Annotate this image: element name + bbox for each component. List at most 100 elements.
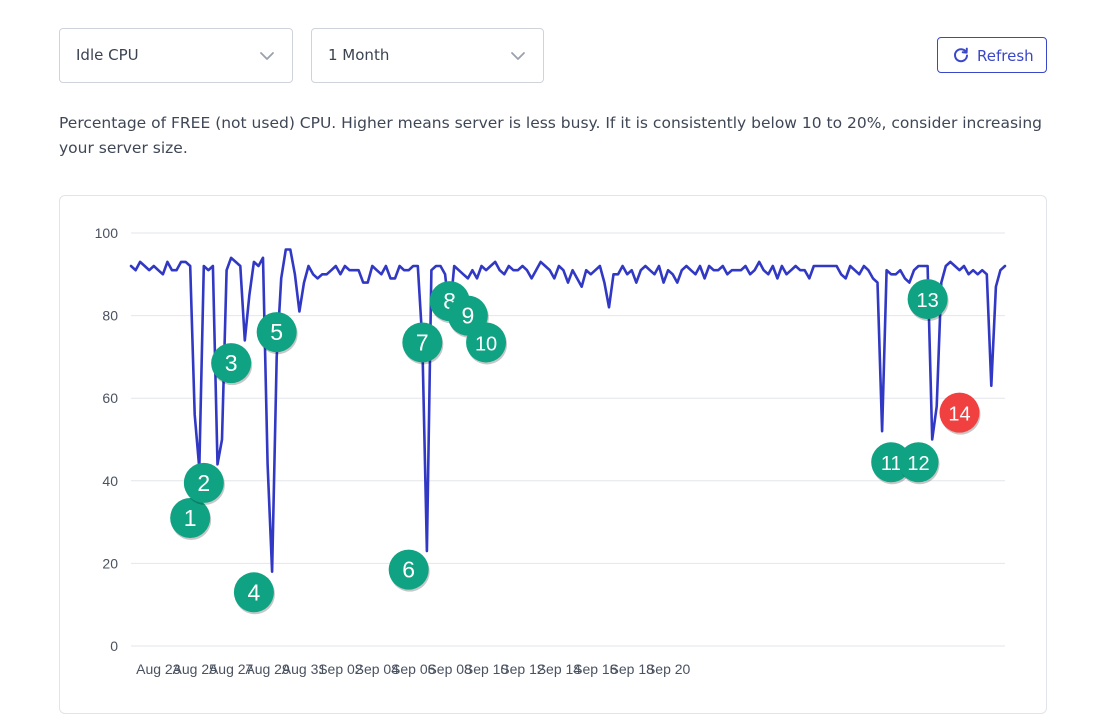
annotation-marker[interactable]: 2 <box>183 462 225 505</box>
data-point <box>219 437 225 443</box>
data-point <box>688 267 694 273</box>
x-tick-label: Sep 06 <box>391 661 436 677</box>
data-point <box>160 271 166 277</box>
annotation-label: 5 <box>270 319 283 345</box>
data-point <box>260 255 266 261</box>
x-tick-label: Sep 20 <box>646 661 691 677</box>
x-tick-label: Aug 27 <box>209 661 254 677</box>
data-point <box>369 263 375 269</box>
annotation-marker[interactable]: 10 <box>466 322 508 365</box>
data-point <box>838 271 844 277</box>
metric-select[interactable]: Idle CPU <box>59 28 293 83</box>
data-point <box>984 271 990 277</box>
data-point <box>296 308 302 314</box>
data-point <box>465 275 471 281</box>
x-tick-label: Sep 10 <box>464 661 509 677</box>
data-point <box>715 267 721 273</box>
y-tick-label: 20 <box>102 555 118 571</box>
x-tick-label: Sep 16 <box>573 661 618 677</box>
y-tick-label: 80 <box>102 308 118 324</box>
range-select-value: 1 Month <box>328 46 390 64</box>
annotation-marker[interactable]: 7 <box>402 322 444 365</box>
data-point <box>802 267 808 273</box>
point-layer <box>128 247 1008 575</box>
data-point <box>333 263 339 269</box>
data-point <box>483 267 489 273</box>
data-point <box>383 263 389 269</box>
annotation-marker[interactable]: 1 <box>170 497 212 540</box>
data-point <box>237 263 243 269</box>
data-point <box>246 292 252 298</box>
data-point <box>365 280 371 286</box>
data-point <box>952 263 958 269</box>
data-point <box>875 280 881 286</box>
data-point <box>406 267 412 273</box>
data-point <box>615 271 621 277</box>
data-point <box>856 271 862 277</box>
y-tick-label: 60 <box>102 390 118 406</box>
annotation-marker[interactable]: 4 <box>233 572 275 615</box>
data-point <box>770 263 776 269</box>
data-point <box>529 275 535 281</box>
data-point <box>601 280 607 286</box>
data-point <box>164 259 170 265</box>
refresh-button[interactable]: Refresh <box>937 37 1047 73</box>
range-select[interactable]: 1 Month <box>311 28 544 83</box>
data-point <box>597 263 603 269</box>
data-point <box>201 263 207 269</box>
annotation-marker[interactable]: 12 <box>898 442 940 485</box>
data-point <box>155 267 161 273</box>
data-point <box>269 569 275 575</box>
data-point <box>292 271 298 277</box>
data-point <box>392 275 398 281</box>
data-point <box>988 383 994 389</box>
data-point <box>214 461 220 467</box>
data-point <box>378 271 384 277</box>
annotation-marker[interactable]: 14 <box>939 392 981 435</box>
x-tick-label: Sep 02 <box>318 661 363 677</box>
annotation-marker[interactable]: 13 <box>907 279 949 322</box>
data-point <box>428 267 434 273</box>
annotation-label: 9 <box>461 303 474 329</box>
data-point <box>747 271 753 277</box>
data-point <box>724 271 730 277</box>
data-point <box>424 548 430 554</box>
data-point <box>192 412 198 418</box>
data-point <box>128 263 134 269</box>
data-point <box>538 259 544 265</box>
y-axis-ticks: 0 20 40 60 80 100 <box>95 225 119 654</box>
annotation-marker[interactable]: 6 <box>388 549 430 592</box>
data-point <box>692 271 698 277</box>
annotation-marker[interactable]: 5 <box>256 312 298 355</box>
data-point <box>879 428 885 434</box>
chevron-down-icon <box>511 52 525 60</box>
x-tick-label: Aug 23 <box>136 661 181 677</box>
data-point <box>656 263 662 269</box>
annotation-label: 2 <box>197 470 210 496</box>
data-point <box>1002 263 1008 269</box>
data-point <box>624 271 630 277</box>
data-point <box>720 263 726 269</box>
data-point <box>255 263 261 269</box>
data-point <box>397 263 403 269</box>
data-point <box>374 267 380 273</box>
annotation-label: 11 <box>881 453 902 475</box>
annotation-label: 14 <box>948 404 970 426</box>
data-point <box>752 267 758 273</box>
data-point <box>934 403 940 409</box>
data-point <box>560 267 566 273</box>
data-point <box>683 263 689 269</box>
data-point <box>665 267 671 273</box>
data-point <box>738 267 744 273</box>
data-point <box>788 267 794 273</box>
data-point <box>501 271 507 277</box>
data-point <box>287 247 293 253</box>
annotation-marker[interactable]: 3 <box>211 343 253 386</box>
data-point <box>606 304 612 310</box>
annotation-label: 10 <box>475 333 497 355</box>
data-point <box>533 267 539 273</box>
data-point <box>460 271 466 277</box>
data-point <box>146 267 152 273</box>
